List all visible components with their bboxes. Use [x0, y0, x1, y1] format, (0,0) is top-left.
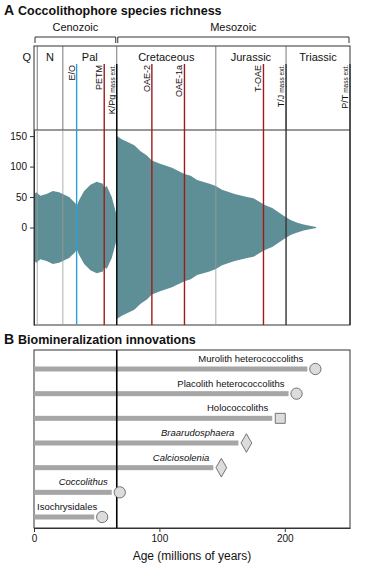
tick: 50: [16, 192, 34, 203]
chart-svg: A Coccolithophore species richness Cenozoi…: [0, 0, 370, 585]
period-label: N: [46, 51, 54, 63]
tick-label: 100: [10, 161, 27, 172]
plot-area: [34, 367, 307, 520]
event-label-main: E/O: [67, 65, 77, 81]
period-boundary-plot: [37, 130, 38, 325]
event-label-main: T/J: [276, 95, 286, 108]
header-divider: [34, 130, 350, 131]
event-label-main: P/T: [340, 94, 350, 109]
event-label-main: PETM: [94, 65, 104, 90]
period-label: Cretaceous: [138, 51, 195, 63]
event-label-main: T-OAE: [253, 65, 263, 92]
period-label: Triassic: [299, 51, 337, 63]
axis-line: [34, 131, 35, 326]
event-label: PETM: [94, 65, 104, 90]
x-axis-title: Age (millions of years): [133, 549, 252, 563]
icon: [216, 458, 227, 477]
event-label: K/Pg mass ext.: [107, 65, 117, 114]
panel-label: B: [4, 331, 14, 347]
tick-label: 0: [21, 222, 27, 233]
era-bracket: [118, 37, 349, 43]
tick: 100: [152, 528, 169, 544]
bar: [34, 391, 289, 396]
event-label-main: OAE-1a: [174, 65, 184, 97]
tick: 0: [21, 222, 34, 233]
event-label: T-OAE: [253, 65, 263, 92]
bar: [34, 416, 272, 421]
era-label: Mesozoic: [210, 21, 257, 33]
category-label: Coccolithus: [59, 476, 108, 487]
chart-root: A Coccolithophore species richness Cenozoi…: [0, 0, 370, 585]
event-label: E/O: [67, 65, 77, 81]
event-line: [184, 64, 185, 325]
icon: [97, 511, 108, 522]
period-label: Pal: [82, 51, 98, 63]
event-label: P/T mass ext.: [340, 65, 350, 109]
icon: [275, 413, 285, 423]
tick: 150: [10, 131, 34, 142]
category-label: Holococcoliths: [207, 402, 268, 413]
category-label: Calciosolenia: [153, 452, 210, 463]
bar: [34, 465, 213, 470]
chart-title: Coccolithophore species richness: [18, 4, 222, 18]
tick-label: 0: [32, 533, 38, 544]
icon: [114, 487, 125, 498]
chart-title: Biomineralization innovations: [18, 333, 196, 347]
category-label: Murolith heterococcoliths: [198, 353, 303, 364]
event-label-sub: mass ext.: [278, 65, 285, 95]
period-boundary: [215, 46, 216, 130]
tick-label: 100: [152, 533, 169, 544]
period-boundary: [62, 46, 63, 130]
event-label: T/J mass ext.: [276, 65, 286, 107]
category-label: Placolith heterococcoliths: [177, 378, 284, 389]
icon: [241, 434, 252, 453]
bar: [34, 367, 307, 372]
y-axis: 0 50 100 150: [10, 131, 34, 326]
panel-label: A: [4, 2, 14, 18]
bar: [34, 490, 112, 495]
icon: [291, 388, 302, 399]
icon: [310, 363, 321, 374]
tick: 200: [277, 528, 294, 544]
boundary-line: [116, 350, 118, 528]
category-label: Braarudosphaera: [161, 427, 234, 438]
event-label-sub: mass ext.: [109, 65, 116, 95]
event-label: OAE-2: [142, 65, 152, 92]
tick-mark: [34, 528, 35, 532]
bar: [34, 441, 238, 446]
event-label-sub: mass ext.: [342, 65, 349, 95]
tick-label: 50: [16, 192, 28, 203]
period-boundary: [37, 46, 38, 130]
era-bracket: [35, 37, 116, 43]
category-label: Isochrysidales: [37, 501, 97, 512]
event-label-main: OAE-2: [142, 65, 152, 92]
axis-line: [35, 528, 351, 529]
event-line: [76, 64, 77, 325]
plot-frame: [34, 46, 350, 325]
tick-mark: [30, 167, 34, 168]
period-boundary-plot: [62, 130, 63, 325]
tick-mark: [30, 228, 34, 229]
tick-mark: [30, 136, 34, 137]
event-label: OAE-1a: [174, 65, 184, 97]
tick: 0: [32, 528, 38, 544]
era-label: Cenozoic: [52, 21, 98, 33]
event-label-main: K/Pg: [107, 95, 117, 115]
period-label: Q: [22, 51, 31, 63]
tick-label: 150: [10, 131, 27, 142]
x-axis: 0 100 200: [32, 528, 351, 544]
tick-mark: [30, 197, 34, 198]
period-label: Jurassic: [231, 51, 272, 63]
plot-frame: [34, 350, 350, 528]
period-boundary-plot: [215, 130, 216, 325]
tick-mark: [285, 528, 286, 532]
event-line: [263, 64, 264, 325]
bar: [34, 515, 94, 520]
event-line: [151, 64, 152, 325]
event-line: [104, 64, 105, 325]
tick-label: 200: [277, 533, 294, 544]
tick-mark: [159, 528, 160, 532]
tick: 100: [10, 161, 34, 172]
